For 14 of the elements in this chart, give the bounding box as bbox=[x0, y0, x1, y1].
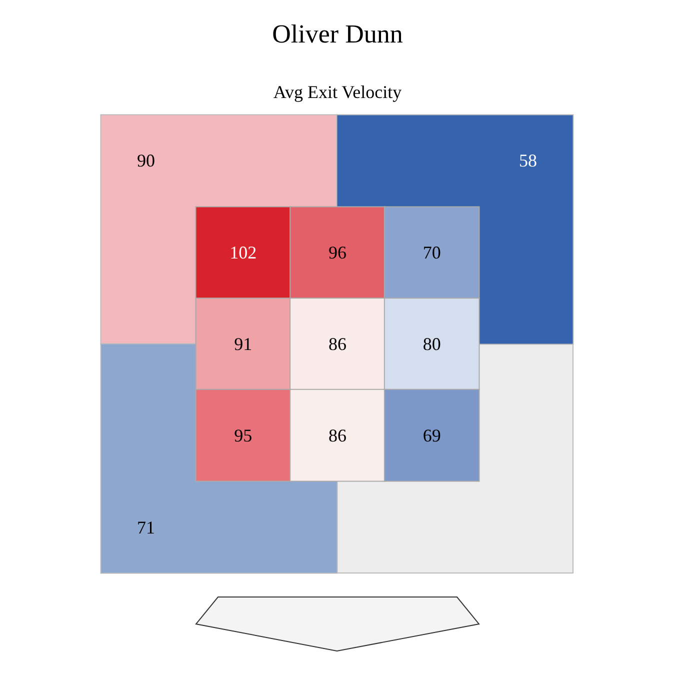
data-label: 95 bbox=[234, 425, 252, 446]
text: Oliver Dunn bbox=[272, 20, 403, 48]
data-label: 69 bbox=[422, 425, 441, 446]
data-label: 86 bbox=[328, 334, 346, 354]
data-label: 58 bbox=[519, 150, 537, 170]
data-label: 70 bbox=[422, 242, 441, 263]
data-label: 102 bbox=[230, 242, 257, 263]
data-label: 90 bbox=[137, 150, 155, 170]
text: Avg Exit Velocity bbox=[273, 82, 402, 102]
data-label: 96 bbox=[328, 242, 346, 263]
data-label: 71 bbox=[137, 518, 155, 538]
data-label: 86 bbox=[328, 425, 346, 446]
data-label: 91 bbox=[234, 334, 252, 354]
data-label: 80 bbox=[422, 334, 441, 354]
